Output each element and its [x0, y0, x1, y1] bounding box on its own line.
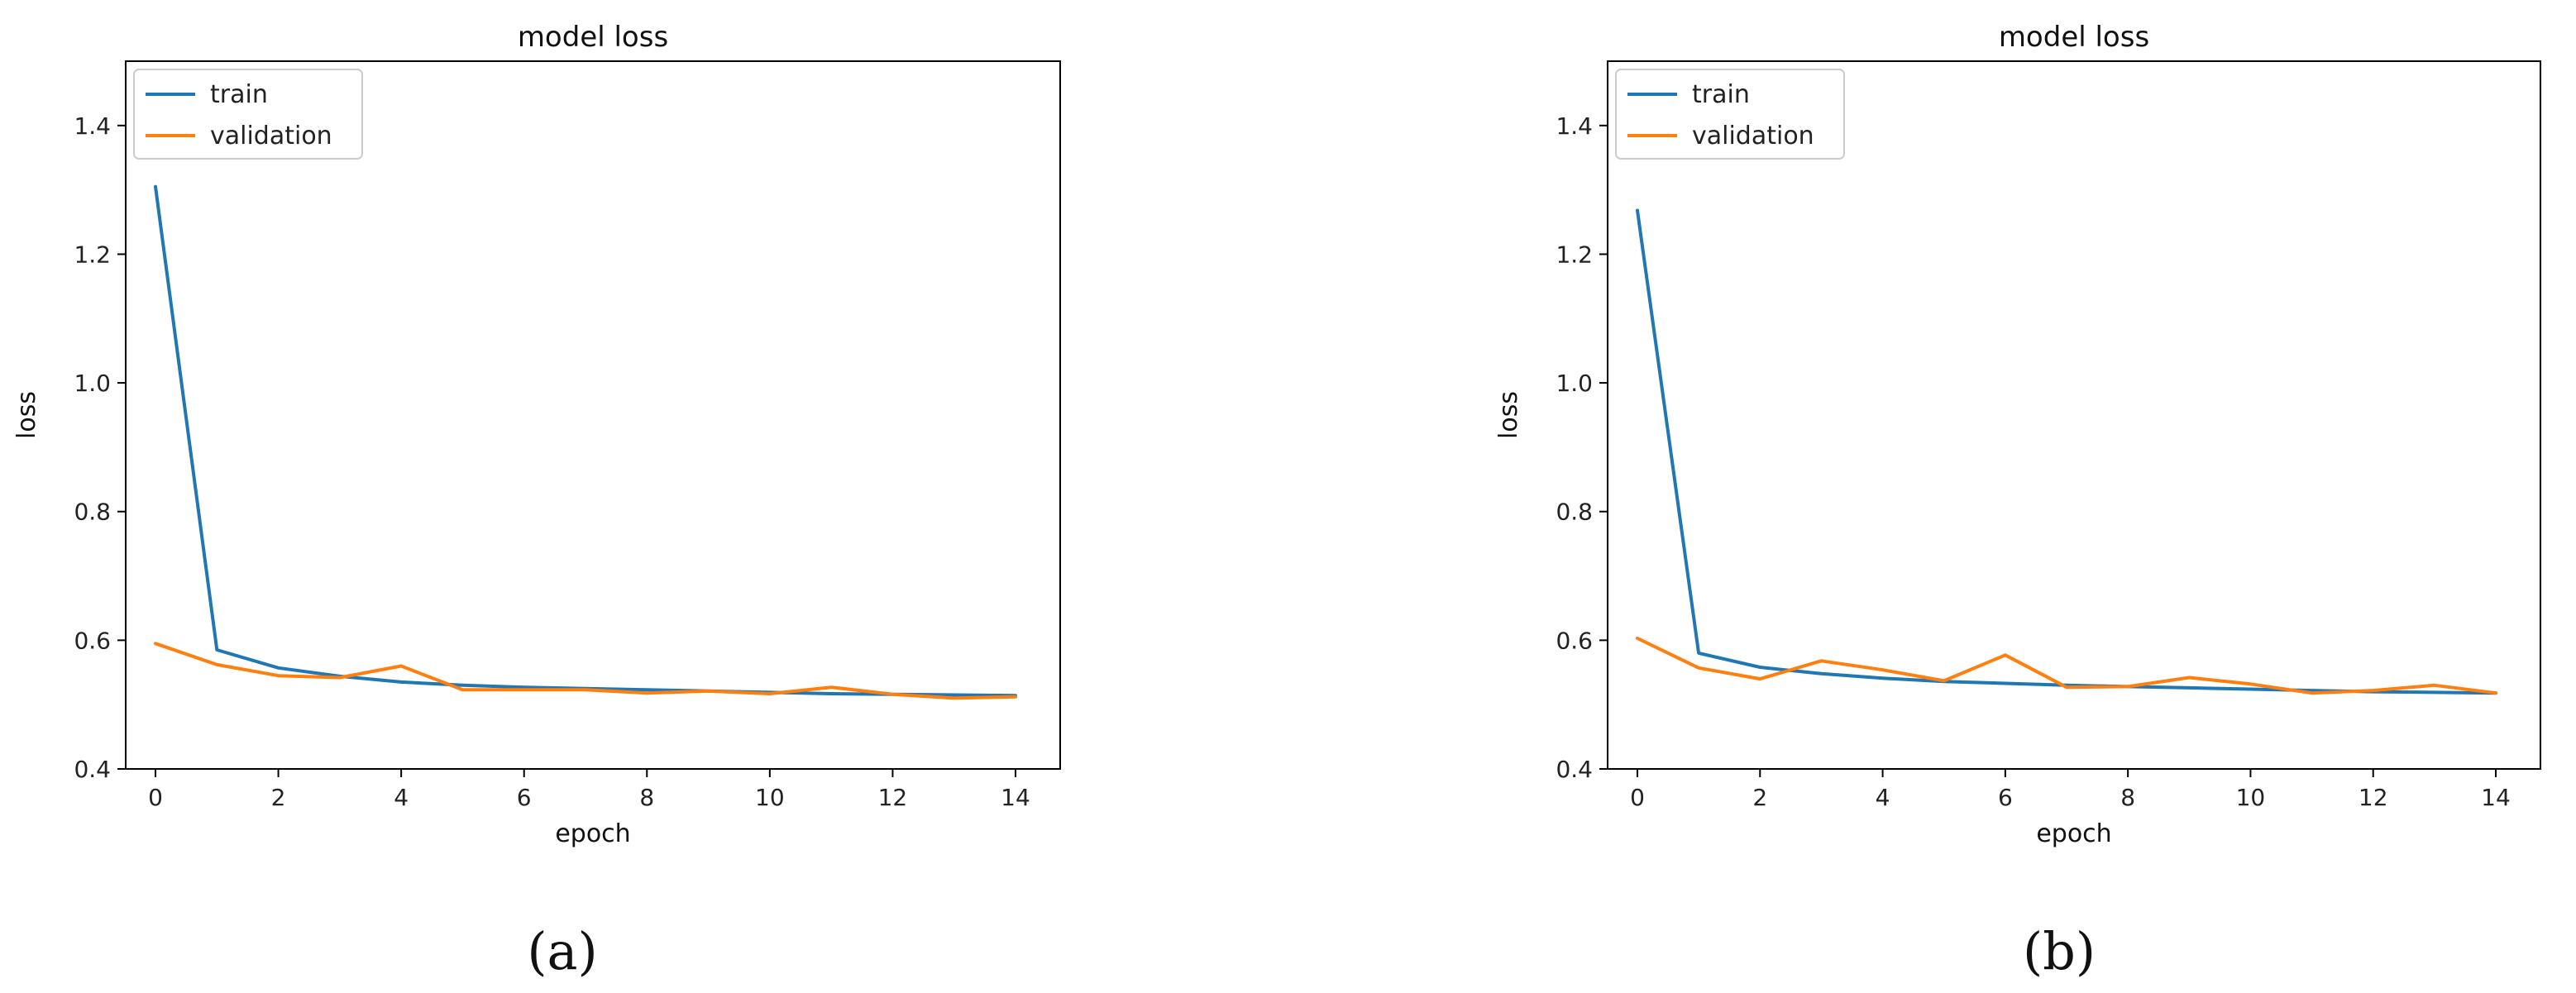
x-tick-label: 14: [1001, 784, 1030, 811]
y-tick-label: 1.2: [74, 241, 111, 268]
plot-frame: [125, 60, 1061, 770]
x-axis-label: epoch: [555, 819, 630, 848]
x-tick-label: 6: [517, 784, 532, 811]
x-tick-label: 2: [271, 784, 286, 811]
y-tick-label: 1.0: [1556, 370, 1593, 397]
y-tick-label: 0.8: [74, 499, 111, 526]
series-line-train: [1636, 208, 2497, 695]
legend-label-validation: validation: [1692, 122, 1814, 150]
chart-title: model loss: [518, 21, 668, 54]
y-tick-label: 0.4: [1556, 756, 1593, 783]
x-tick-label: 4: [1876, 784, 1890, 811]
x-axis-label: epoch: [2036, 819, 2111, 848]
chart-panel-b: model loss 0 2 4 6 8 10 12 14 0.4 0.6 0.8 1.0 1.2 1.4 e…: [1494, 21, 2541, 981]
y-tick-label: 1.2: [1556, 241, 1593, 268]
plot-frame: [1607, 60, 2541, 770]
x-tick-label: 12: [878, 784, 908, 811]
series-line-validation: [1636, 637, 2497, 695]
y-tick-label: 0.8: [1556, 499, 1593, 526]
x-tick-label: 10: [2236, 784, 2266, 811]
x-tick-label: 0: [1630, 784, 1645, 811]
panel-caption: (a): [527, 921, 597, 981]
x-tick-label: 14: [2481, 784, 2511, 811]
x-tick-label: 8: [639, 784, 654, 811]
y-tick-label: 0.6: [74, 627, 111, 654]
legend: train validation: [1615, 69, 1845, 160]
y-tick-label: 0.6: [1556, 627, 1593, 654]
series-line-train: [154, 184, 1017, 698]
y-tick-label: 1.4: [1556, 112, 1593, 140]
y-axis-label: loss: [12, 391, 41, 439]
legend: train validation: [133, 69, 363, 160]
legend-label-validation: validation: [210, 122, 332, 150]
series-line-validation: [154, 642, 1017, 700]
y-tick-label: 0.4: [74, 756, 111, 783]
chart-panel-a: model loss 0 2 4 6 8 10 12 14 0.4 0.6 0.8 1.0 1.2 1.4 e…: [12, 21, 1061, 981]
y-axis-label: loss: [1494, 391, 1523, 439]
panel-caption: (b): [2023, 921, 2096, 981]
legend-label-train: train: [210, 80, 268, 109]
x-tick-label: 2: [1752, 784, 1767, 811]
x-tick-label: 10: [755, 784, 785, 811]
x-tick-label: 6: [1998, 784, 2013, 811]
chart-title: model loss: [1999, 21, 2149, 54]
y-tick-label: 1.4: [74, 112, 111, 140]
x-tick-label: 0: [148, 784, 163, 811]
x-tick-label: 8: [2120, 784, 2135, 811]
x-tick-label: 4: [394, 784, 409, 811]
y-tick-label: 1.0: [74, 370, 111, 397]
legend-label-train: train: [1692, 80, 1750, 109]
x-tick-label: 12: [2359, 784, 2388, 811]
